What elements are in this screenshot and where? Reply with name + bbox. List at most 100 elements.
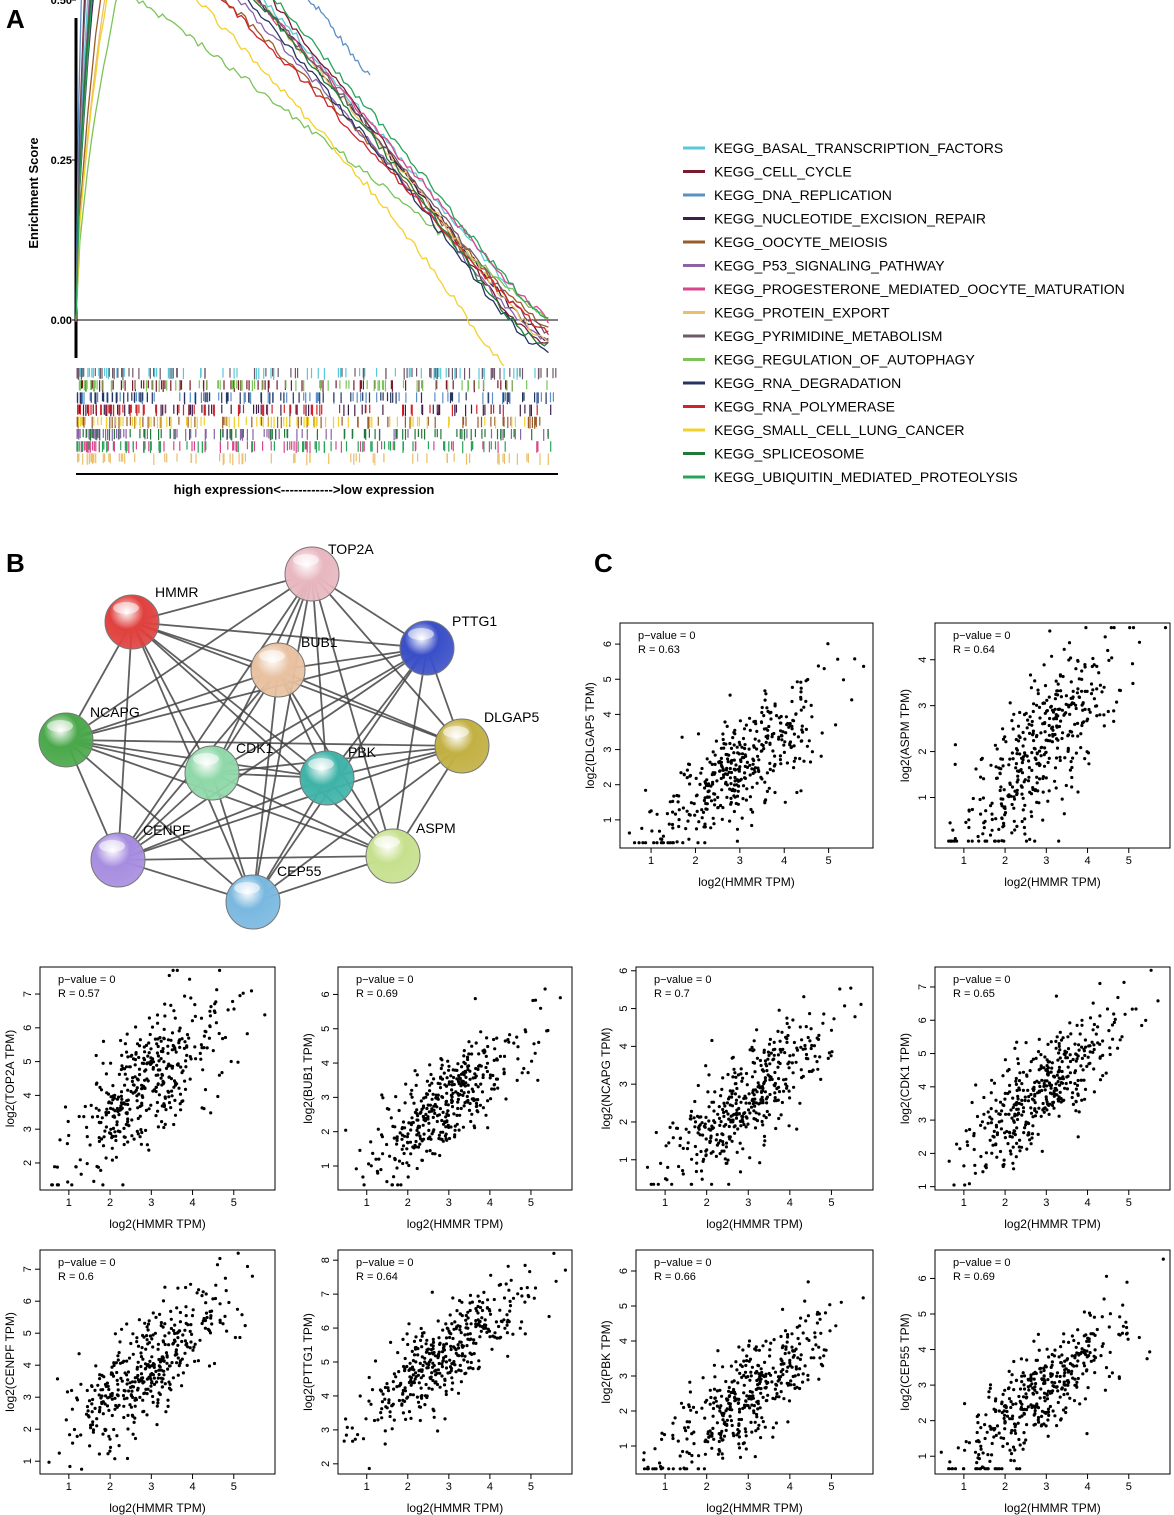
legend-label: KEGG_P53_SIGNALING_PATHWAY [714, 258, 945, 274]
y-tick-label: 2 [602, 782, 614, 788]
y-tick-label: 3 [917, 703, 929, 709]
y-tick-label: 1 [618, 1157, 630, 1163]
x-axis-title: log2(HMMR TPM) [407, 1501, 503, 1515]
network-node-cdk1[interactable]: CDK1 [184, 740, 274, 801]
legend-label: KEGG_SPLICEOSOME [714, 446, 864, 462]
y-tick-label: 1 [22, 1458, 34, 1464]
gsea-ylabel: Enrichment Score [26, 137, 41, 248]
r-value-label: R = 0.66 [654, 1271, 696, 1283]
y-tick-label: 5 [602, 676, 614, 682]
x-axis-title: log2(HMMR TPM) [698, 875, 794, 889]
r-value-label: R = 0.7 [654, 988, 690, 1000]
network-node-ncapg[interactable]: NCAPG [38, 704, 140, 768]
y-tick-label: 2 [22, 1160, 34, 1166]
y-tick-label: 1 [618, 1443, 630, 1449]
gsea-curve [75, 0, 549, 341]
y-tick-label: 3 [618, 1081, 630, 1087]
gsea-barcode-row [76, 441, 552, 454]
scatter-points [47, 1251, 255, 1471]
p-value-label: p−value = 0 [58, 974, 116, 986]
legend-label: KEGG_OOCYTE_MEIOSIS [714, 234, 888, 250]
network-node-label: ASPM [416, 820, 456, 836]
x-tick-label: 2 [405, 1481, 411, 1493]
ppi-network: TOP2A HMMR PTTG1 BUB1 NCAPG DLGAP5 CDK1 PBK CENP… [38, 541, 539, 930]
y-tick-label: 2 [917, 1150, 929, 1156]
stats-bg [54, 972, 132, 1002]
p-value-label: p−value = 0 [953, 630, 1011, 642]
y-tick-label: 3 [618, 1373, 630, 1379]
x-tick-label: 2 [107, 1197, 113, 1209]
x-tick-label: 5 [1126, 855, 1132, 867]
x-tick-label: 4 [781, 855, 787, 867]
legend-label: KEGG_PYRIMIDINE_METABOLISM [714, 328, 942, 344]
stats-bg [650, 1255, 728, 1285]
y-tick-label: 1 [917, 1184, 929, 1190]
x-tick-label: 3 [745, 1197, 751, 1209]
network-node-top2a[interactable]: TOP2A [284, 541, 374, 602]
x-tick-label: 3 [1043, 855, 1049, 867]
network-edge [131, 621, 394, 857]
network-node-bub1[interactable]: BUB1 [250, 634, 338, 698]
y-tick-label: 7 [22, 1266, 34, 1272]
y-tick-label: 2 [22, 1426, 34, 1432]
y-tick-label: 5 [618, 1006, 630, 1012]
y-tick-label: 5 [320, 1359, 332, 1365]
x-tick-label: 2 [704, 1481, 710, 1493]
x-axis-title: log2(HMMR TPM) [1004, 875, 1100, 889]
stats-bg [352, 1255, 430, 1285]
gsea-curve [75, 0, 549, 334]
x-tick-label: 4 [487, 1197, 493, 1209]
network-node-pbk[interactable]: PBK [299, 744, 377, 806]
network-node-label: BUB1 [301, 634, 338, 650]
node-highlight [113, 602, 139, 614]
network-node-pttg1[interactable]: PTTG1 [399, 613, 497, 676]
x-tick-label: 2 [1002, 1481, 1008, 1493]
gsea-legend: KEGG_BASAL_TRANSCRIPTION_FACTORS KEGG_CEL… [683, 140, 1125, 485]
network-node-cep55[interactable]: CEP55 [225, 863, 322, 930]
plot-frame [635, 966, 874, 1191]
plot-frame [39, 1249, 276, 1475]
y-tick-label: 7 [320, 1291, 332, 1297]
network-edge [65, 647, 428, 741]
r-value-label: R = 0.65 [953, 988, 995, 1000]
y-tick-label: 4 [22, 1362, 34, 1368]
x-axis-title: log2(HMMR TPM) [407, 1217, 503, 1231]
correlation-scatter-grid: 1 2 3 4 5 1 2 3 4 5 6 log2(HMMR TPM) log2(DLGAP5 TPM… [3, 622, 1171, 1515]
node-highlight [47, 720, 73, 732]
network-node-aspm[interactable]: ASPM [365, 820, 456, 884]
gsea-enrichment-plot: Enrichment Score 0.000.250.500.75 high e… [26, 0, 1125, 497]
p-value-label: p−value = 0 [953, 1257, 1011, 1269]
gsea-barcode-row [78, 380, 548, 393]
gsea-ytick: 0.00 [51, 315, 72, 327]
gsea-curve [75, 0, 549, 336]
stats-bg [949, 1255, 1027, 1285]
x-tick-label: 5 [528, 1197, 534, 1209]
x-tick-label: 3 [148, 1481, 154, 1493]
y-tick-label: 2 [917, 1418, 929, 1424]
network-edge [65, 739, 463, 747]
r-value-label: R = 0.63 [638, 644, 680, 656]
legend-label: KEGG_REGULATION_OF_AUTOPHAGY [714, 352, 976, 368]
network-node-label: CENPF [143, 822, 190, 838]
legend-label: KEGG_BASAL_TRANSCRIPTION_FACTORS [714, 140, 1003, 156]
panel-label-b: B [6, 548, 25, 578]
y-axis-title: log2(ASPM TPM) [898, 689, 912, 782]
gsea-ytick: 0.50 [51, 0, 72, 7]
p-value-label: p−value = 0 [356, 1257, 414, 1269]
node-highlight [193, 753, 219, 765]
gsea-curve [75, 0, 549, 320]
network-edge [211, 647, 428, 774]
x-tick-label: 5 [1126, 1197, 1132, 1209]
network-node-cenpf[interactable]: CENPF [90, 822, 190, 888]
y-tick-label: 6 [320, 1325, 332, 1331]
legend-label: KEGG_RNA_DEGRADATION [714, 375, 901, 391]
x-tick-label: 5 [828, 1197, 834, 1209]
y-tick-label: 2 [618, 1119, 630, 1125]
y-axis-title: log2(CEP55 TPM) [898, 1313, 912, 1410]
network-node-dlgap5[interactable]: DLGAP5 [434, 709, 539, 774]
network-node-hmmr[interactable]: HMMR [104, 584, 199, 650]
x-axis-title: log2(HMMR TPM) [1004, 1501, 1100, 1515]
node-highlight [234, 882, 260, 894]
plot-frame [934, 1249, 1171, 1475]
x-axis-title: log2(HMMR TPM) [1004, 1217, 1100, 1231]
